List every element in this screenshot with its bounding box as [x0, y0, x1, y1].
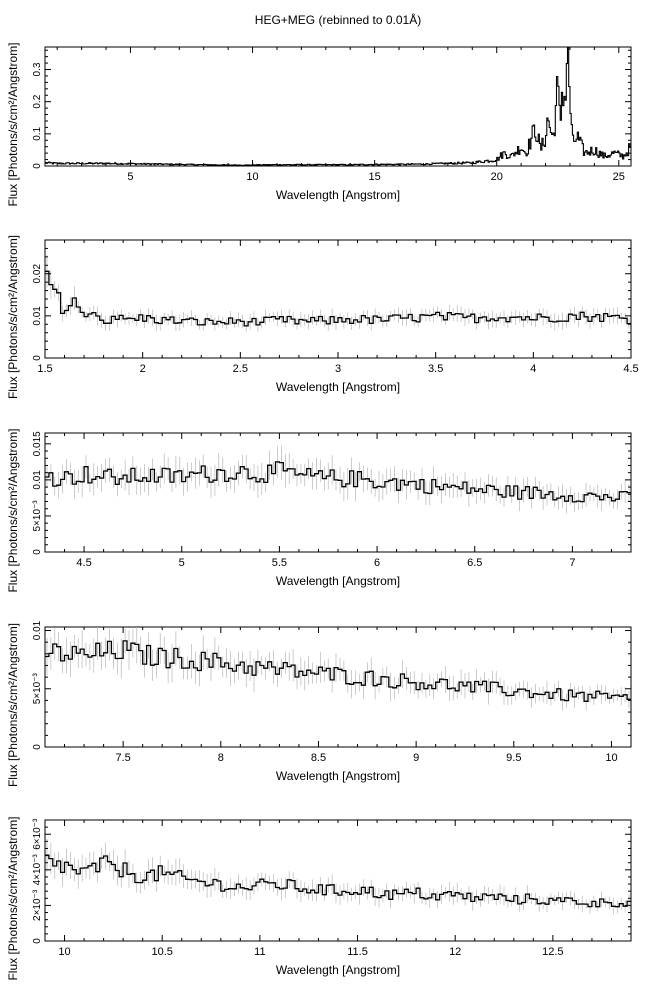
y-axis-label: Flux [Photons/s/cm²/Angstrom] — [6, 42, 20, 206]
x-tick-label: 11.5 — [347, 946, 368, 958]
y-axis-label: Flux [Photons/s/cm²/Angstrom] — [6, 428, 20, 592]
x-tick-label: 11 — [254, 946, 265, 958]
x-axis-label: Wavelength [Angstrom] — [276, 380, 400, 394]
x-tick-label: 2.5 — [233, 363, 248, 375]
y-tick-label: 0 — [32, 549, 43, 555]
x-tick-label: 9.5 — [506, 752, 521, 764]
x-tick-label: 12 — [449, 946, 461, 958]
x-tick-label: 4.5 — [76, 557, 91, 569]
y-tick-label: 0.02 — [32, 264, 43, 284]
x-tick-label: 10.5 — [151, 946, 172, 958]
panel-1: 5 10 15 20 25 0 0.1 0.2 0.3 Wavelength [Angstrom]… — [6, 42, 632, 207]
x-tick-label: 3 — [335, 363, 341, 375]
x-tick-label: 3.5 — [428, 363, 443, 375]
x-axis-label: Wavelength [Angstrom] — [276, 769, 400, 783]
x-tick-label: 20 — [491, 171, 503, 183]
y-axis-label: Flux [Photons/s/cm²/Angstrom] — [6, 235, 20, 399]
y-tick-label: 6×10⁻³ — [32, 818, 43, 850]
x-tick-label: 4 — [530, 363, 536, 375]
y-tick-label: 0.015 — [32, 431, 43, 456]
y-tick-label: 0.01 — [32, 620, 43, 640]
y-tick-label: 0.2 — [32, 94, 43, 108]
y-tick-label: 0 — [32, 744, 43, 750]
x-tick-label: 12.5 — [542, 946, 563, 958]
x-tick-label: 8.5 — [311, 752, 326, 764]
spectrum-line — [45, 640, 631, 702]
spectrum-line — [45, 461, 631, 503]
x-tick-label: 7.5 — [115, 752, 130, 764]
y-tick-label: 0 — [32, 938, 43, 944]
y-tick-label: 0 — [32, 355, 43, 361]
x-tick-label: 7 — [569, 557, 575, 569]
y-tick-label: 0.3 — [32, 62, 43, 76]
y-tick-label: 5×10⁻³ — [32, 673, 43, 705]
x-tick-label: 5.5 — [272, 557, 287, 569]
x-tick-label: 5 — [127, 171, 133, 183]
panel-5: 10 10.5 11 11.5 12 12.5 0 2×10⁻³ 4×10⁻³ 6×10⁻³ Wav… — [6, 816, 632, 981]
x-tick-label: 4.5 — [623, 363, 638, 375]
x-tick-label: 5 — [179, 557, 185, 569]
plot-frame — [44, 46, 632, 167]
spectrum-line — [45, 854, 631, 908]
x-tick-label: 6 — [374, 557, 380, 569]
x-tick-label: 9 — [413, 752, 419, 764]
x-tick-label: 10 — [246, 171, 258, 183]
y-axis-label: Flux [Photons/s/cm²/Angstrom] — [6, 623, 20, 787]
panel-2: 1.5 2 2.5 3 3.5 4 4.5 0 0.01 0.02 Wavelength [Angs… — [6, 235, 639, 399]
spectrum-line — [45, 46, 631, 166]
y-tick-label: 4×10⁻³ — [32, 854, 43, 886]
x-tick-label: 8 — [218, 752, 224, 764]
x-tick-label: 25 — [613, 171, 625, 183]
y-tick-label: 0.01 — [32, 470, 43, 490]
y-tick-label: 2×10⁻³ — [32, 889, 43, 921]
x-tick-label: 10 — [58, 946, 70, 958]
x-tick-label: 6.5 — [467, 557, 482, 569]
x-tick-label: 2 — [140, 363, 146, 375]
y-axis-label: Flux [Photons/s/cm²/Angstrom] — [6, 816, 20, 980]
panel-4: 7.5 8 8.5 9 9.5 10 0 5×10⁻³ 0.01 Wavelength [Angs… — [6, 620, 632, 787]
x-tick-label: 1.5 — [37, 363, 52, 375]
plot-frame — [44, 239, 632, 359]
x-axis-label: Wavelength [Angstrom] — [276, 963, 400, 977]
x-tick-label: 15 — [369, 171, 381, 183]
y-tick-label: 0.01 — [32, 306, 43, 326]
spectrum-line — [45, 270, 631, 327]
panel-3: 4.5 5 5.5 6 6.5 7 0 5×10⁻³ 0.01 0.015 Wavelength [… — [6, 428, 632, 593]
y-tick-label: 0 — [32, 163, 43, 169]
x-axis-label: Wavelength [Angstrom] — [276, 188, 400, 202]
x-tick-label: 10 — [605, 752, 617, 764]
y-tick-label: 5×10⁻³ — [32, 500, 43, 532]
x-axis-label: Wavelength [Angstrom] — [276, 574, 400, 588]
y-tick-label: 0.1 — [32, 126, 43, 140]
chart-title: HEG+MEG (rebinned to 0.01Å) — [255, 12, 421, 27]
